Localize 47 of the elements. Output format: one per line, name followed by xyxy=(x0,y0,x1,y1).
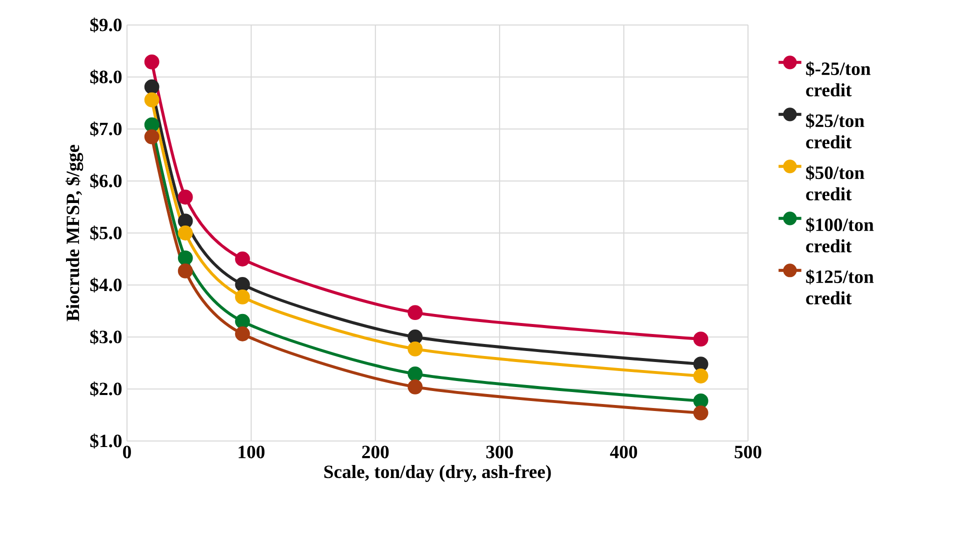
legend-label: $100/ton credit xyxy=(806,217,874,252)
y-tick-label: $3.0 xyxy=(90,330,122,344)
point xyxy=(693,393,708,408)
legend-label: $25/ton credit xyxy=(806,113,864,148)
y-tick-label: $9.0 xyxy=(90,18,122,32)
point xyxy=(408,305,423,320)
x-tick-label: 300 xyxy=(486,446,513,458)
x-tick-label: 0 xyxy=(123,446,131,458)
x-tick-label: 200 xyxy=(362,446,389,458)
y-tick-label: $6.0 xyxy=(90,174,122,188)
point xyxy=(408,330,423,344)
point xyxy=(693,405,708,420)
legend-label: $50/ton credit xyxy=(806,165,864,200)
legend-label: $-25/ton credit xyxy=(806,61,871,96)
legend-label: $125/ton credit xyxy=(806,269,874,304)
x-tick-label: 100 xyxy=(238,446,264,458)
point xyxy=(693,356,708,372)
point xyxy=(235,314,250,329)
point xyxy=(178,226,193,240)
y-tick-label: $1.0 xyxy=(90,434,122,448)
point xyxy=(235,326,250,342)
point xyxy=(178,214,193,229)
point xyxy=(178,250,193,266)
y-tick-label: $2.0 xyxy=(90,382,122,396)
point xyxy=(178,263,193,278)
y-tick-label: $4.0 xyxy=(90,278,122,292)
point xyxy=(235,289,250,304)
point xyxy=(408,379,423,394)
point xyxy=(178,190,193,205)
y-tick-label: $7.0 xyxy=(90,122,122,136)
y-tick-label: $5.0 xyxy=(90,226,122,240)
x-tick-label: 500 xyxy=(734,446,762,458)
point xyxy=(144,129,160,144)
point xyxy=(693,332,708,347)
x-axis-title: Scale, ton/day (dry, ash-free) xyxy=(324,464,551,482)
x-tick-label: 400 xyxy=(610,446,638,458)
point xyxy=(408,341,423,356)
point xyxy=(408,366,423,382)
point xyxy=(144,79,160,94)
point xyxy=(693,368,708,384)
y-tick-label: $8.0 xyxy=(90,70,122,84)
y-axis-title: Biocrude MFSP, $/gge xyxy=(65,144,84,322)
point xyxy=(144,54,160,70)
point xyxy=(144,92,160,108)
point xyxy=(235,252,250,266)
point xyxy=(235,277,250,292)
point xyxy=(144,117,160,132)
